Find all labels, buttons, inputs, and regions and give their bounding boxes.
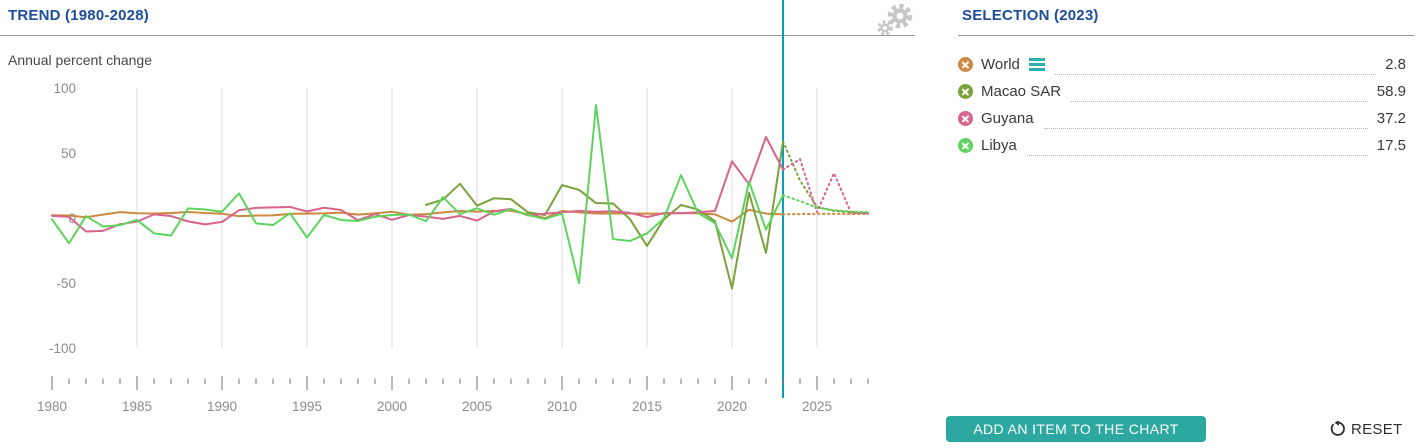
- dotted-leader: [1071, 101, 1368, 102]
- x-axis-label-1980: 1980: [37, 399, 67, 414]
- circle-x-remove-icon[interactable]: [958, 84, 973, 99]
- legend-value: 37.2: [1376, 110, 1406, 127]
- legend-value: 58.9: [1376, 83, 1406, 100]
- reset-label: RESET: [1351, 420, 1403, 438]
- legend-value: 17.5: [1376, 137, 1406, 154]
- x-axis-label-2010: 2010: [547, 399, 577, 414]
- series-projection-libya[interactable]: [782, 194, 869, 214]
- series-projection-macao-sar[interactable]: [782, 140, 869, 215]
- x-axis-label-1990: 1990: [207, 399, 237, 414]
- y-axis-label--100: -100: [49, 341, 76, 356]
- reset-circular-arrow-icon: [1330, 420, 1345, 436]
- y-axis-label-100: 100: [53, 81, 76, 96]
- selection-header-divider: [958, 35, 1414, 36]
- x-axis-label-2020: 2020: [717, 399, 747, 414]
- series-projection-guyana[interactable]: [782, 158, 869, 215]
- legend-row-libya[interactable]: Libya 17.5: [958, 132, 1414, 159]
- legend-row-world[interactable]: World 2.8: [958, 51, 1414, 78]
- dotted-leader: [1043, 128, 1368, 129]
- add-item-button[interactable]: ADD AN ITEM TO THE CHART: [946, 416, 1206, 442]
- drag-handle-icon[interactable]: [1028, 58, 1045, 71]
- x-axis-label-2015: 2015: [632, 399, 662, 414]
- reset-button[interactable]: RESET: [1329, 419, 1403, 439]
- circle-x-remove-icon[interactable]: [958, 138, 973, 153]
- legend-label: Guyana: [981, 110, 1034, 127]
- selection-legend-list: World 2.8 Macao SAR 58.9 Guyana 37.2 Lib…: [958, 51, 1414, 159]
- x-axis-label-1985: 1985: [122, 399, 152, 414]
- series-line-libya[interactable]: [51, 104, 784, 285]
- circle-x-remove-icon[interactable]: [958, 111, 973, 126]
- legend-label: World: [981, 56, 1020, 73]
- series-line-macao-sar[interactable]: [425, 140, 784, 290]
- y-axis-label--50: -50: [56, 276, 76, 291]
- chart-subtitle: Annual percent change: [8, 52, 152, 68]
- selection-panel-title: SELECTION (2023): [962, 7, 1099, 24]
- trend-panel-title: TREND (1980-2028): [8, 7, 149, 24]
- legend-label: Macao SAR: [981, 83, 1062, 100]
- legend-row-guyana[interactable]: Guyana 37.2: [958, 105, 1414, 132]
- trend-chart[interactable]: 1980 1985 1990 1995 2000 2005 2010 2015 2020 2025…: [0, 0, 940, 448]
- legend-value: 2.8: [1385, 56, 1406, 73]
- dotted-leader: [1054, 74, 1377, 75]
- x-axis-label-1995: 1995: [292, 399, 322, 414]
- x-axis-label-2005: 2005: [462, 399, 492, 414]
- trend-panel: TREND (1980-2028) Annual percent change …: [0, 0, 940, 448]
- dotted-leader: [1026, 155, 1368, 156]
- legend-label: Libya: [981, 137, 1017, 154]
- series-line-guyana[interactable]: [51, 136, 784, 233]
- gear-icon[interactable]: [876, 2, 918, 36]
- trend-header-divider: [0, 35, 915, 36]
- circle-x-remove-icon[interactable]: [958, 57, 973, 72]
- x-axis-label-2025: 2025: [802, 399, 832, 414]
- selection-panel: SELECTION (2023) World 2.8 Macao SAR 58.…: [958, 0, 1414, 448]
- legend-row-macao-sar[interactable]: Macao SAR 58.9: [958, 78, 1414, 105]
- x-axis-label-2000: 2000: [377, 399, 407, 414]
- series-projection-world[interactable]: [782, 212, 869, 216]
- y-axis-label-50: 50: [61, 146, 76, 161]
